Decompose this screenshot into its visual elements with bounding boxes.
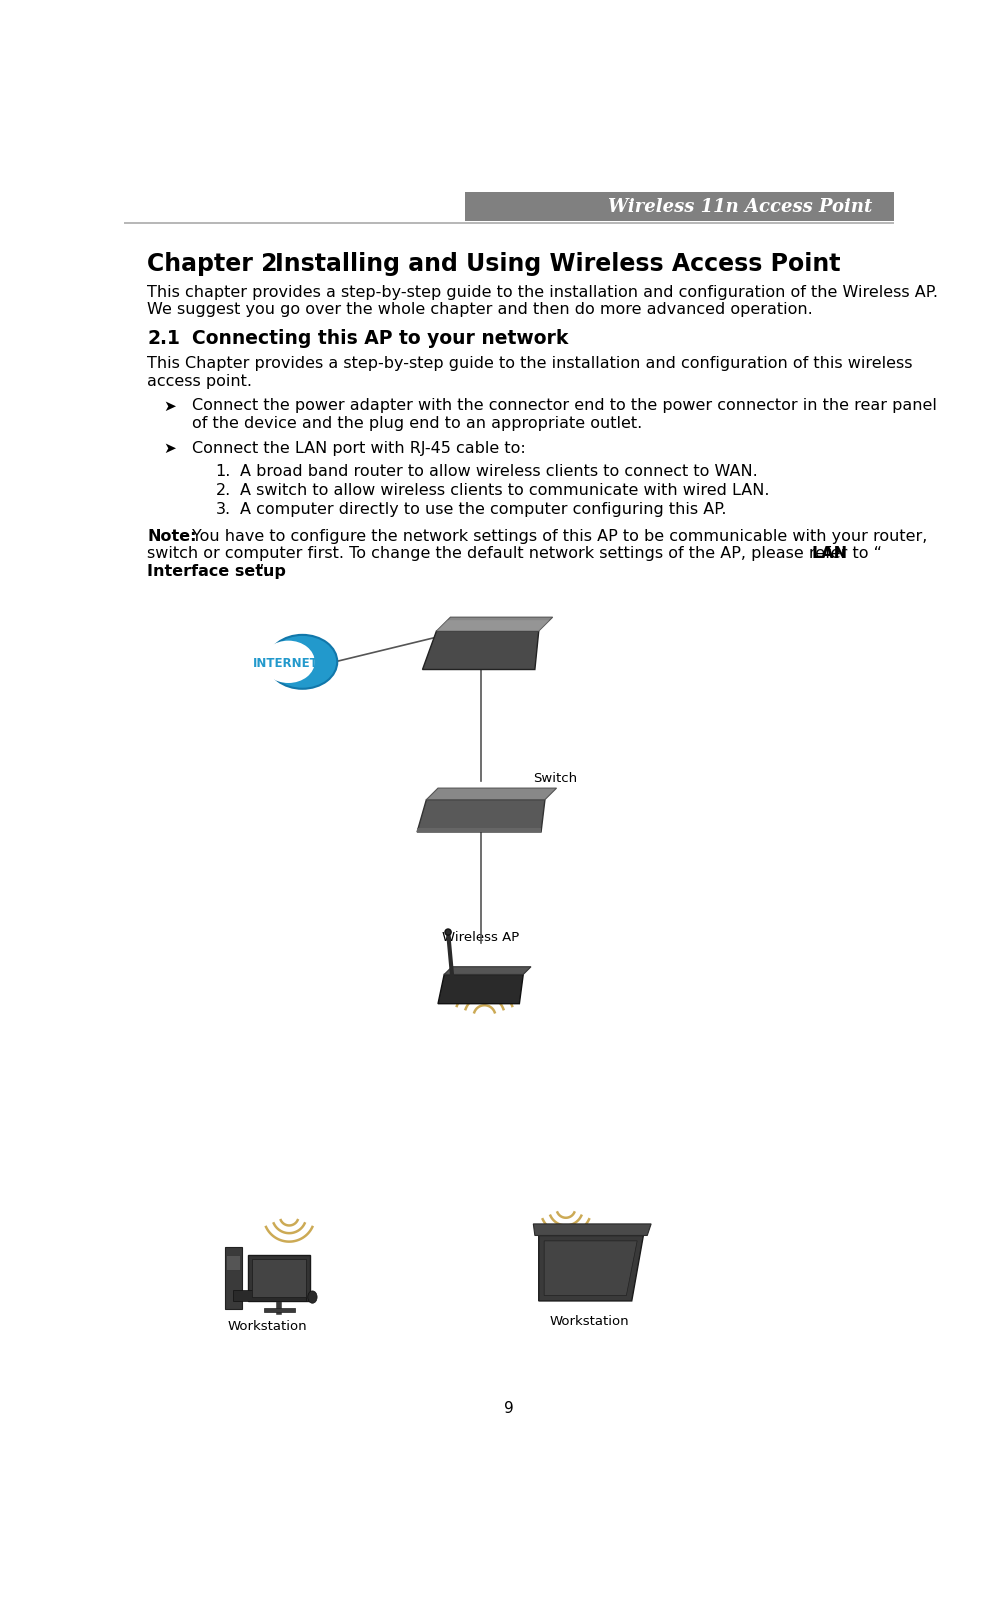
Bar [224, 1247, 242, 1308]
Text: Workstation: Workstation [227, 1321, 307, 1334]
Polygon shape [544, 1241, 638, 1295]
Text: switch or computer first. To change the default network settings of the AP, plea: switch or computer first. To change the … [147, 546, 883, 562]
Ellipse shape [267, 636, 338, 688]
Polygon shape [417, 799, 545, 833]
Text: 2.1: 2.1 [147, 330, 181, 347]
Polygon shape [437, 616, 553, 631]
Polygon shape [417, 828, 541, 833]
Polygon shape [437, 620, 549, 631]
Text: This Chapter provides a step-by-step guide to the installation and configuration: This Chapter provides a step-by-step gui… [147, 355, 913, 371]
Text: LAN: LAN [811, 546, 848, 562]
Text: A switch to allow wireless clients to communicate with wired LAN.: A switch to allow wireless clients to co… [240, 484, 770, 498]
Bar [465, 192, 894, 221]
Text: access point.: access point. [147, 375, 252, 389]
Text: ➤: ➤ [163, 399, 176, 413]
Text: This chapter provides a step-by-step guide to the installation and configuration: This chapter provides a step-by-step gui… [147, 285, 938, 299]
Text: Chapter 2: Chapter 2 [147, 253, 278, 277]
Text: 3.: 3. [215, 503, 230, 517]
Polygon shape [426, 788, 556, 799]
Text: A computer directly to use the computer configuring this AP.: A computer directly to use the computer … [240, 503, 727, 517]
Text: Note:: Note: [147, 528, 197, 544]
Text: Interface setup: Interface setup [147, 564, 286, 580]
Ellipse shape [308, 1290, 317, 1303]
Text: 9: 9 [503, 1401, 513, 1417]
Bar [252, 1258, 306, 1297]
Text: 2.: 2. [215, 484, 230, 498]
Text: ➤: ➤ [163, 440, 176, 456]
Text: Connect the LAN port with RJ-45 cable to:: Connect the LAN port with RJ-45 cable to… [193, 440, 526, 456]
Bar [232, 1290, 306, 1302]
Text: INTERNET: INTERNET [252, 656, 318, 669]
Text: 1.: 1. [215, 464, 231, 479]
Text: of the device and the plug end to an appropriate outlet.: of the device and the plug end to an app… [193, 416, 642, 431]
Text: Installing and Using Wireless Access Point: Installing and Using Wireless Access Poi… [275, 253, 841, 277]
Polygon shape [422, 631, 539, 669]
Text: Connecting this AP to your network: Connecting this AP to your network [193, 330, 569, 347]
Text: We suggest you go over the whole chapter and then do more advanced operation.: We suggest you go over the whole chapter… [147, 303, 813, 317]
Text: Workstation: Workstation [549, 1314, 629, 1327]
Text: Switch: Switch [533, 772, 578, 784]
Text: ”.: ”. [256, 564, 269, 580]
Bar [248, 1255, 310, 1302]
Polygon shape [438, 975, 523, 1004]
Bar [263, 1308, 295, 1313]
Text: Wireless 11n Access Point: Wireless 11n Access Point [608, 199, 872, 216]
Polygon shape [533, 1223, 651, 1236]
Text: A broad band router to allow wireless clients to connect to WAN.: A broad band router to allow wireless cl… [240, 464, 758, 479]
Bar [226, 1255, 240, 1270]
Ellipse shape [262, 640, 315, 684]
Circle shape [445, 929, 451, 935]
Text: Router: Router [467, 620, 510, 632]
Text: Connect the power adapter with the connector end to the power connector in the r: Connect the power adapter with the conne… [193, 399, 937, 413]
Text: You have to configure the network settings of this AP to be communicable with yo: You have to configure the network settin… [193, 528, 927, 544]
Polygon shape [444, 967, 531, 975]
Text: Wireless AP: Wireless AP [442, 932, 519, 945]
Polygon shape [539, 1236, 643, 1302]
